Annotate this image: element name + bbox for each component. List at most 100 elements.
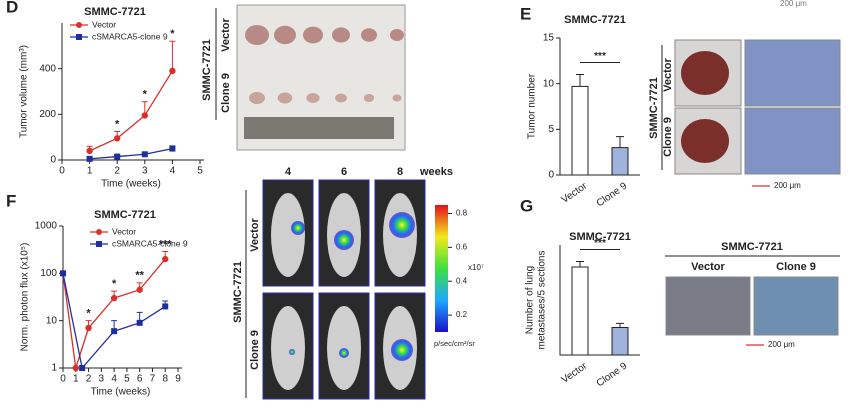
x-tick-label: Vector [560,360,590,386]
error-bar [616,322,624,328]
x-axis-label: Time (weeks) [101,179,161,190]
significance-mark: * [86,308,91,320]
y-tick-label: 5 [548,124,554,135]
colorbar [435,205,448,332]
x-tick-label: 7 [150,374,156,385]
error-bar [576,261,584,267]
legend-label: Vector [112,226,136,236]
signal [391,339,413,361]
panel-letter: D [6,0,18,16]
point [60,270,66,277]
cell-line-label: SMMC-7721 [201,39,213,101]
tumor [245,25,269,45]
significance-mark: * [170,28,175,40]
mouse [271,306,305,390]
point [169,145,176,152]
bar [571,85,589,176]
signal [339,348,349,358]
point [79,365,86,371]
liver [681,119,729,163]
x-tick-label: 8 [162,374,168,385]
y-axis-label: metastases/5 sections [537,251,548,350]
weeks-label: weeks [419,166,453,178]
y-axis-label: Tumor volume (mm³) [19,45,30,138]
x-tick-label: 5 [124,374,130,385]
tumor [332,27,350,43]
tumor [303,26,323,44]
x-tick-label: Clone 9 [595,360,630,389]
x-tick-label: Vector [560,180,590,206]
cell-line-label: SMMC-7721 [232,261,244,323]
week-label: 4 [285,166,292,178]
x-tick-label: 6 [137,374,143,385]
y-tick-label: 10 [46,315,58,326]
row-label: Vector [249,217,261,251]
colorbar-tick-label: 0.8 [456,209,468,218]
row-label: Vector [220,17,232,51]
colorbar-unit: p/sec/cm²/sr [434,339,475,348]
chart-title: SMMC-7721 [569,231,631,243]
point [110,294,118,302]
point [114,153,121,160]
tumor [335,93,347,103]
x-tick-label: 9 [175,374,181,385]
tumor [361,28,377,42]
tumor [363,94,375,102]
significance-mark: *** [159,238,173,250]
significance-mark: * [115,118,120,130]
colorbar-tick-label: 0.4 [456,276,468,285]
signal [389,212,415,238]
x-tick-label: 1 [73,374,79,385]
point [86,155,93,162]
histology [665,276,751,336]
error-bar [576,74,584,87]
legend-label: cSMARCA5-clone 9 [112,238,188,248]
legend-marker [96,241,102,247]
y-tick-label: 10 [543,78,555,89]
x-tick-label: 4 [111,374,117,385]
x-tick-label: 1 [87,166,93,177]
week-label: 8 [397,166,403,178]
point [72,364,79,372]
y-tick-label: 1 [51,363,57,374]
axis [61,23,204,161]
point [86,147,93,155]
significance-mark: *** [594,238,606,249]
histology [744,107,841,175]
histology-title: SMMC-7721 [721,241,783,253]
row-label: Clone 9 [220,73,232,113]
point [162,303,169,310]
column-label: Vector [691,261,725,273]
legend-marker [96,229,102,235]
point [85,324,92,332]
x-tick-label: 3 [99,374,105,385]
significance-mark: *** [594,51,606,62]
cell-line-label: SMMC-7721 [648,77,660,139]
y-tick-label: 200 [39,109,56,120]
point [114,135,121,142]
panel-letter: G [520,196,533,215]
bar [611,147,629,176]
bar [611,327,629,356]
mouse [271,193,305,277]
tumor [277,92,293,104]
x-axis-label: Time (weeks) [91,387,151,398]
chart-title: SMMC-7721 [564,14,626,26]
x-tick-label: 0 [60,374,66,385]
week-label: 6 [341,166,347,178]
y-axis-label: Norm. photon flux (x10⁵) [20,243,31,352]
legend-marker [76,34,82,40]
series-line [89,70,173,152]
point [136,286,143,293]
signal [334,230,354,250]
x-tick-label: 4 [170,166,176,177]
histology [744,39,841,107]
legend-marker [76,22,82,28]
y-tick-label: 100 [40,268,57,279]
point [141,151,148,158]
legend-label: cSMARCA5-clone 9 [92,31,168,41]
y-tick-label: 1000 [35,221,58,232]
colorbar-multiplier: x10⁷ [468,263,484,272]
y-tick-label: 0 [548,170,554,181]
series-line [89,147,173,160]
